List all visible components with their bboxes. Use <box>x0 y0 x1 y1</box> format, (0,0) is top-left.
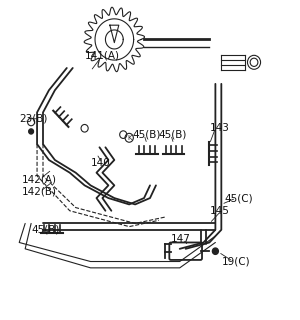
Circle shape <box>29 129 34 134</box>
Text: K: K <box>127 135 131 141</box>
Text: 23(B): 23(B) <box>19 114 48 124</box>
Circle shape <box>212 248 218 254</box>
Text: 142(A): 142(A) <box>22 174 57 184</box>
Text: 141(A): 141(A) <box>85 50 120 60</box>
Text: 45(B): 45(B) <box>159 130 187 140</box>
Text: 143: 143 <box>209 123 229 133</box>
Text: 145: 145 <box>209 206 229 216</box>
Text: 45(B): 45(B) <box>31 225 59 235</box>
Text: 140: 140 <box>91 158 110 168</box>
Text: 45(C): 45(C) <box>224 193 253 203</box>
Text: 147: 147 <box>171 234 191 244</box>
Text: 19(C): 19(C) <box>221 257 250 267</box>
Text: 45(B): 45(B) <box>132 130 161 140</box>
Text: 142(B): 142(B) <box>22 187 57 197</box>
